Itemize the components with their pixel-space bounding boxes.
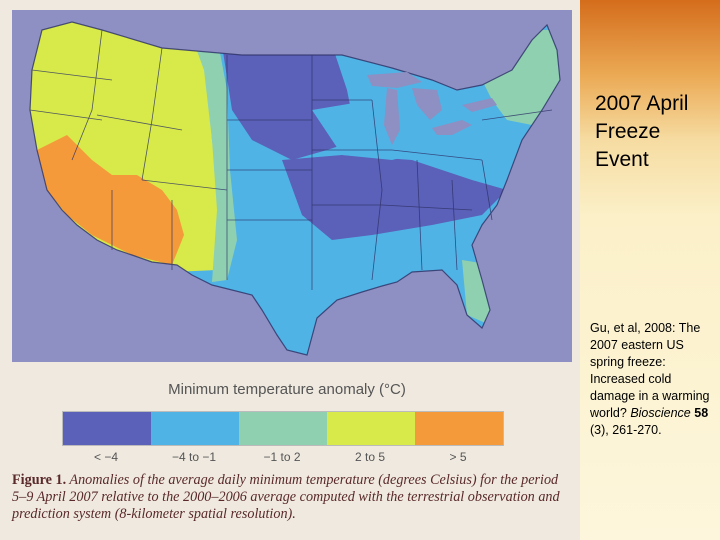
caption-text: Anomalies of the average daily minimum t… <box>12 472 560 522</box>
legend-label-4: 2 to 5 <box>354 450 386 464</box>
citation-title: The 2007 eastern US spring freeze: Incre… <box>590 321 710 420</box>
legend-label-2: −4 to −1 <box>171 450 217 464</box>
legend-label-1: < −4 <box>93 450 119 464</box>
map-svg <box>12 10 572 362</box>
legend-swatch-5 <box>415 412 503 445</box>
legend-swatch-3 <box>239 412 327 445</box>
slide-title: 2007 April Freeze Event <box>595 90 688 174</box>
legend-labels: < −4 −4 to −1 −1 to 2 2 to 5 > 5 <box>62 450 502 464</box>
state-boundaries <box>29 21 561 356</box>
citation-volume: 58 <box>694 406 709 420</box>
citation-authors: Gu, et al, 2008: <box>590 321 676 335</box>
legend-color-bar <box>62 411 504 446</box>
legend-swatch-4 <box>327 412 415 445</box>
figure-caption: Figure 1. Anomalies of the average daily… <box>12 472 574 523</box>
caption-label: Figure 1. <box>12 472 67 488</box>
slide-title-line-1: 2007 April <box>595 92 689 115</box>
slide-title-line-2: Freeze <box>595 120 661 143</box>
legend-swatch-1 <box>63 412 151 445</box>
legend-label-5: > 5 <box>449 450 467 464</box>
citation-journal: Bioscience <box>630 406 691 420</box>
slide-title-line-3: Event <box>595 148 649 171</box>
figure-panel: Minimum temperature anomaly (°C) < −4 −4… <box>12 10 574 523</box>
citation-issue-pages: (3), 261-270. <box>590 423 662 437</box>
citation: Gu, et al, 2008: The 2007 eastern US spr… <box>590 320 715 439</box>
great-lakes <box>367 72 497 145</box>
us-anomaly-map <box>12 10 572 362</box>
slide-side-panel: 2007 April Freeze Event Gu, et al, 2008:… <box>580 0 720 540</box>
legend-label-3: −1 to 2 <box>263 450 301 464</box>
legend-swatch-2 <box>151 412 239 445</box>
legend-title: Minimum temperature anomaly (°C) <box>168 381 406 398</box>
